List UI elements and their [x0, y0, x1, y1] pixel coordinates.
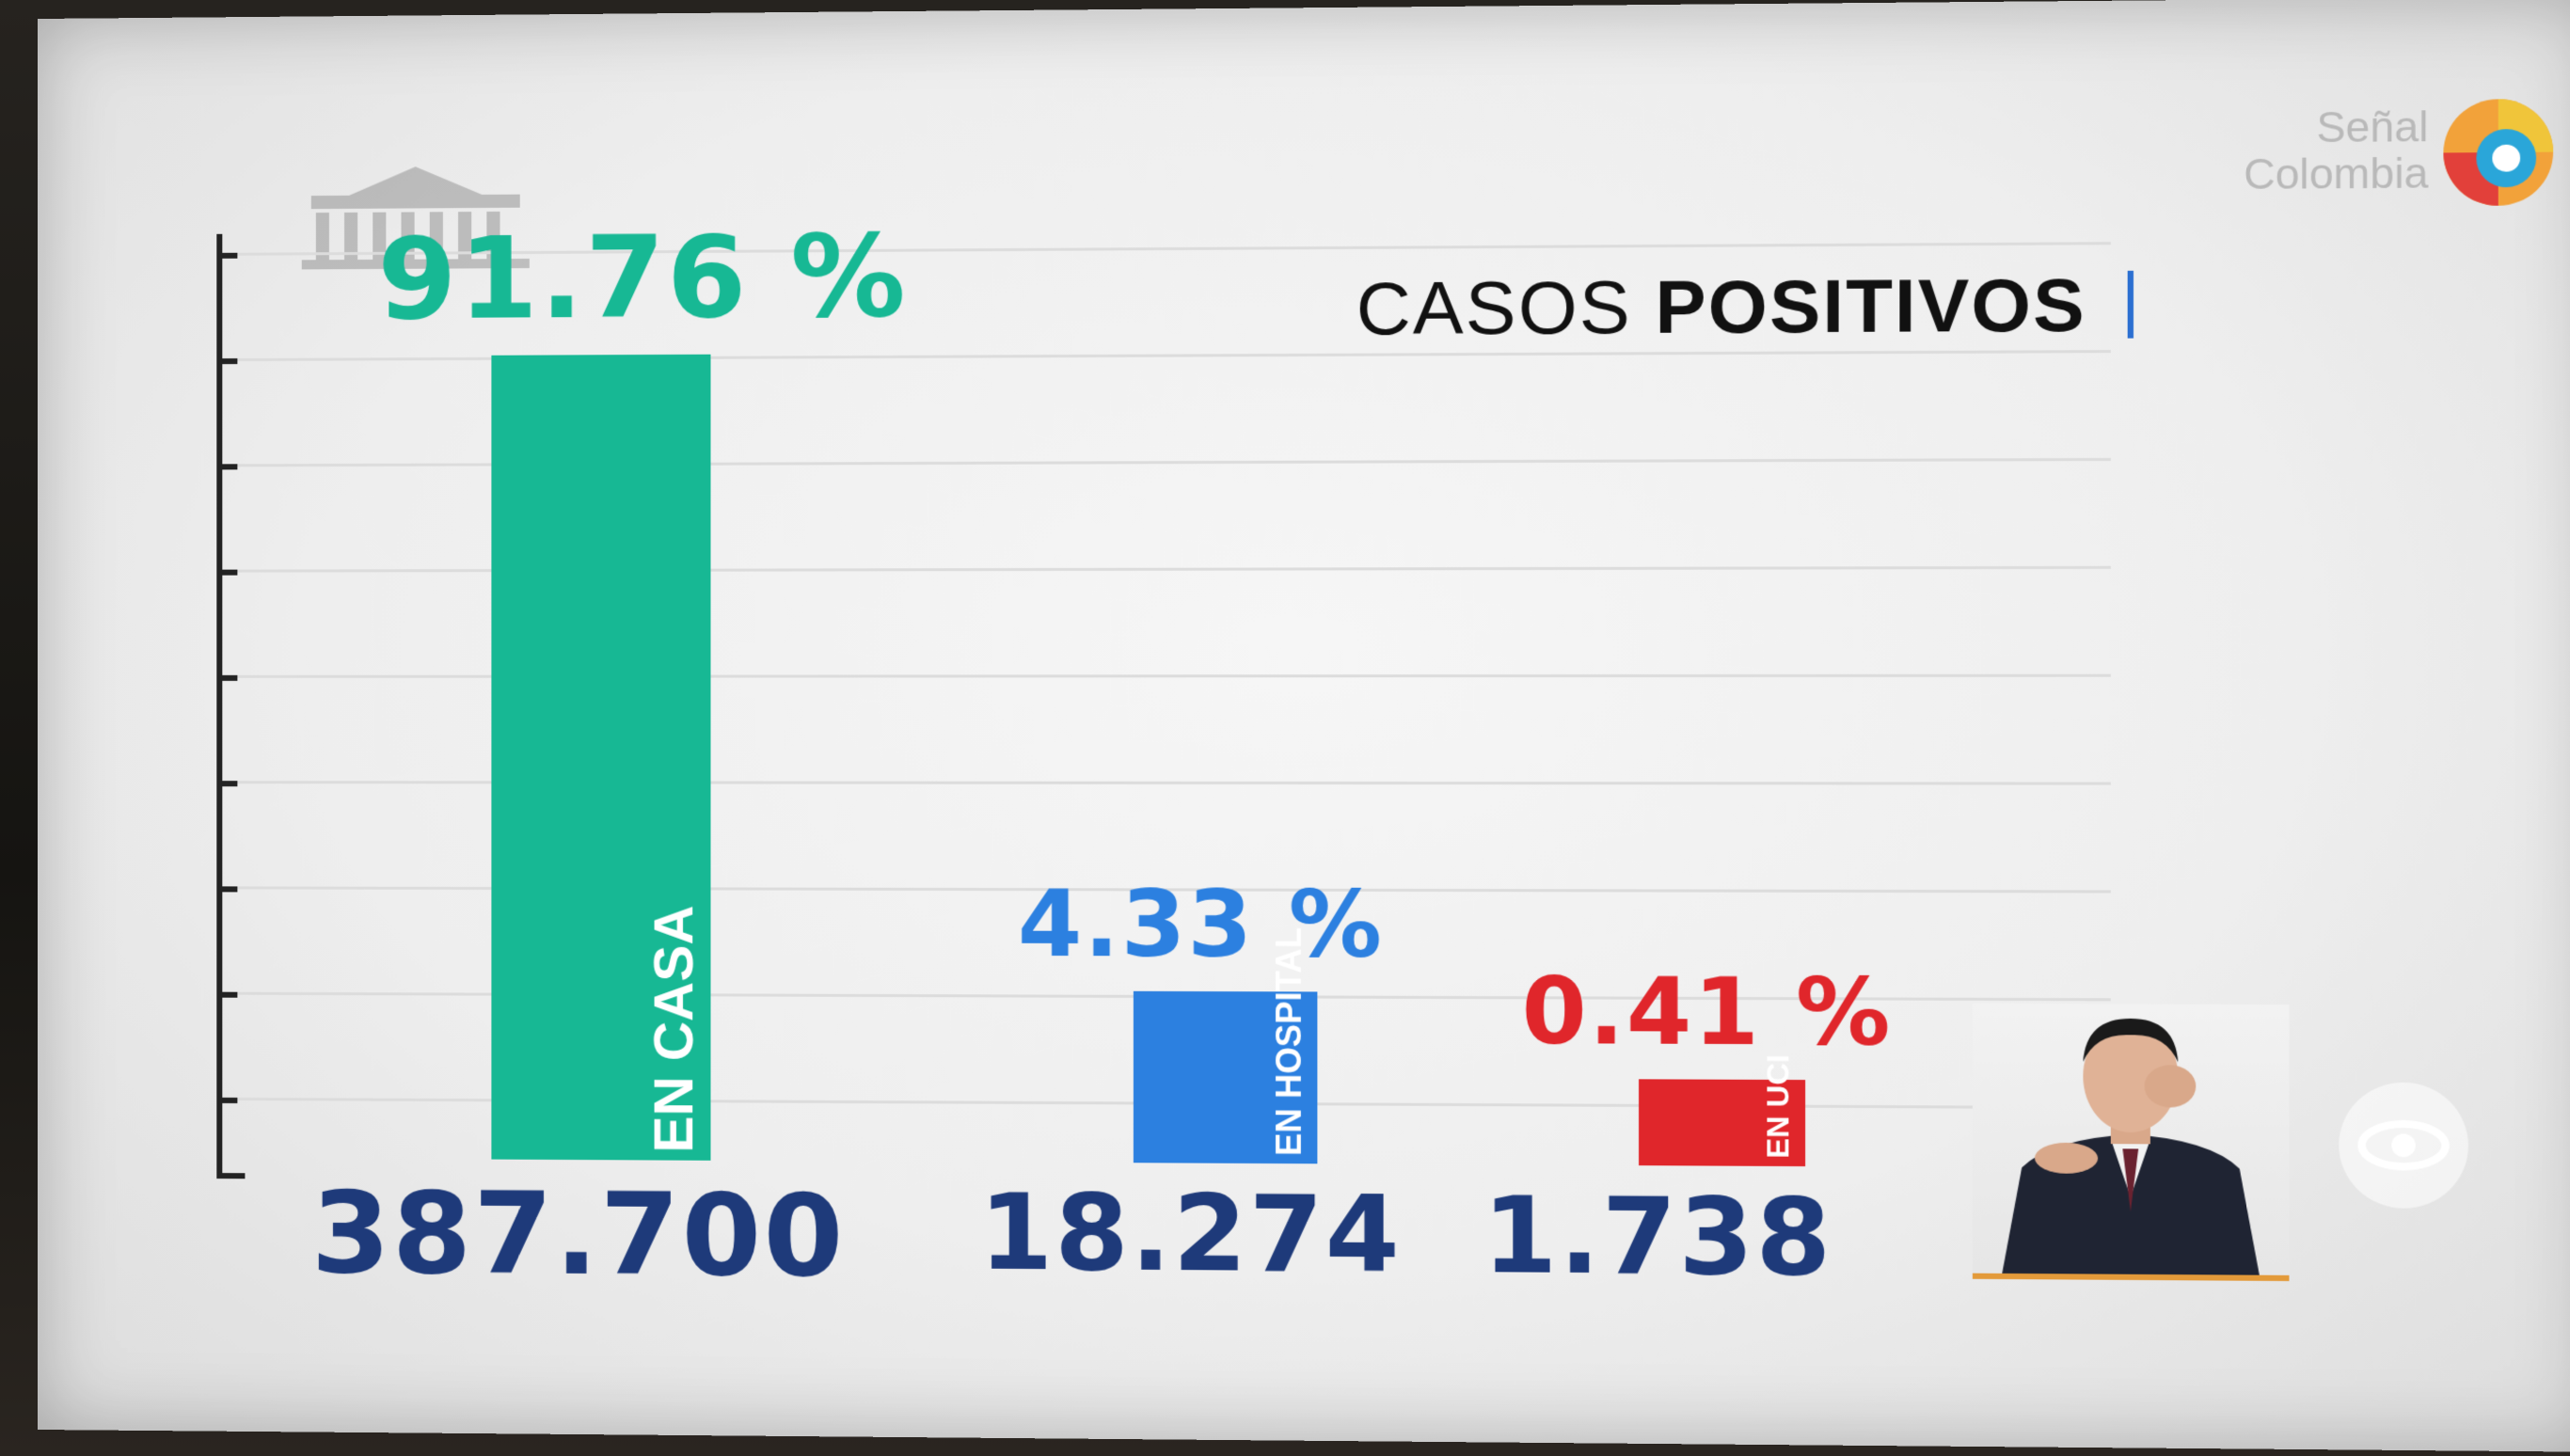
capitol-building-icon — [301, 166, 530, 270]
y-axis-tick — [216, 991, 238, 998]
percent-label-en-casa: 91.76 % — [377, 211, 908, 346]
senal-colombia-logo-icon — [2443, 98, 2554, 207]
y-axis-tick — [216, 252, 238, 259]
y-axis-tick — [216, 358, 238, 365]
interpreter-figure-icon — [2002, 1018, 2260, 1275]
caracol-channel-logo-icon — [2339, 1082, 2468, 1210]
value-label-en-hospital: 18.274 — [978, 1171, 1402, 1297]
percent-label-en-uci: 0.41 % — [1521, 957, 1893, 1068]
value-label-en-casa: 387.700 — [310, 1167, 846, 1304]
bar-label-en-casa: EN CASA — [642, 905, 706, 1153]
percent-label-en-hospital: 4.33 % — [1017, 870, 1385, 979]
title-accent-bar — [2127, 270, 2134, 339]
x-axis-baseline — [216, 1173, 246, 1179]
y-axis-tick — [216, 464, 238, 470]
value-label-en-uci: 1.738 — [1483, 1174, 1833, 1300]
chart-title-regular: CASOS — [1356, 264, 1632, 351]
sign-language-interpreter-inset — [1972, 1003, 2290, 1282]
y-axis-tick — [216, 886, 238, 893]
bar-label-en-uci: EN UCI — [1760, 1053, 1796, 1159]
y-axis-tick — [216, 1097, 238, 1103]
y-axis-tick — [216, 674, 238, 681]
logo-line-1: Señal — [2316, 103, 2429, 152]
y-axis-line — [216, 233, 223, 1178]
tv-screen: CASOS POSITIVOS 91.76 % EN CASA 387.700 … — [38, 0, 2570, 1452]
y-axis-tick — [216, 569, 238, 576]
bar-label-en-hospital: EN HOSPITAL — [1268, 926, 1309, 1157]
chart-title: CASOS POSITIVOS — [1356, 261, 2134, 353]
chart-title-bold: POSITIVOS — [1655, 261, 2086, 350]
broadcaster-logo-text: Señal Colombia — [2210, 103, 2429, 199]
logo-line-2: Colombia — [2244, 150, 2429, 199]
y-axis-tick — [216, 781, 238, 787]
